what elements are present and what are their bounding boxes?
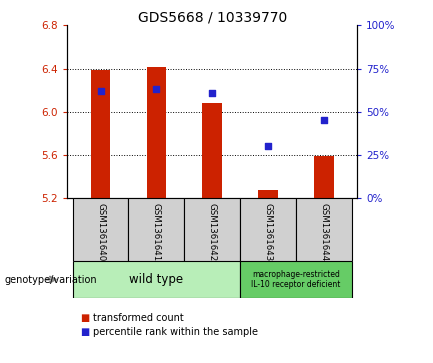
Text: ■: ■ [80,327,89,337]
Point [97,88,104,94]
Bar [202,103,222,198]
Text: ■: ■ [80,313,89,323]
Bar [258,190,278,198]
Point [209,90,216,95]
Text: GSM1361640: GSM1361640 [96,203,105,261]
Text: GSM1361643: GSM1361643 [263,203,272,261]
Bar [296,198,352,261]
Bar [240,261,352,298]
Point [265,143,271,149]
Bar [73,261,240,298]
Title: GDS5668 / 10339770: GDS5668 / 10339770 [138,10,287,24]
Point [153,86,160,92]
Text: transformed count: transformed count [93,313,184,323]
Bar [91,70,110,198]
Text: percentile rank within the sample: percentile rank within the sample [93,327,258,337]
Bar [129,198,184,261]
Bar [240,198,296,261]
Bar [73,198,129,261]
Bar [147,68,166,198]
Point [320,117,327,123]
Text: GSM1361642: GSM1361642 [208,203,216,261]
Bar [314,156,333,198]
Text: wild type: wild type [129,273,184,286]
Text: macrophage-restricted
IL-10 receptor deficient: macrophage-restricted IL-10 receptor def… [251,270,340,289]
Text: GSM1361644: GSM1361644 [319,203,328,261]
Text: GSM1361641: GSM1361641 [152,203,161,261]
Bar [184,198,240,261]
Text: genotype/variation: genotype/variation [4,274,97,285]
